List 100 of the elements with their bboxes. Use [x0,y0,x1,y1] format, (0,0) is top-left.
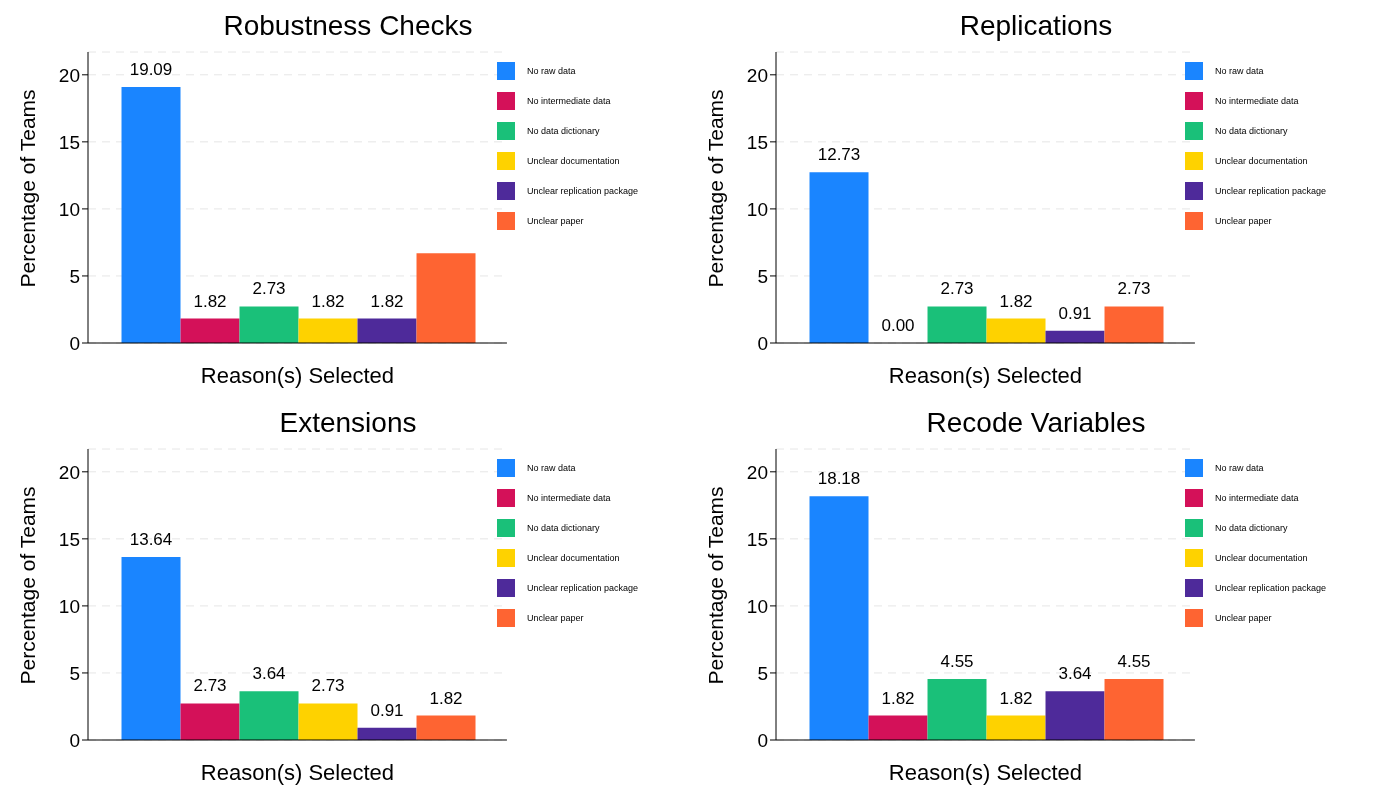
data-label: 0.00 [881,315,915,335]
legend-label: No raw data [1214,66,1264,76]
bar [1045,330,1105,343]
data-label: 1.82 [429,688,463,708]
data-label: 3.64 [252,664,286,684]
y-tick-label: 5 [69,265,80,287]
bar [239,691,299,740]
legend-label: No raw data [526,463,576,473]
data-label: 2.73 [311,676,345,696]
y-tick-label: 5 [69,662,80,684]
y-tick-label: 15 [746,528,768,550]
bar [357,727,417,740]
bar [1045,691,1105,740]
legend-label: Unclear documentation [1214,553,1308,563]
data-label: 19.09 [129,60,173,79]
y-tick-label: 15 [58,528,80,550]
data-label: 18.18 [817,469,861,489]
data-label: 0.91 [1058,303,1092,323]
bar [809,496,869,740]
data-label: 13.64 [129,530,173,550]
legend-label: Unclear replication package [1214,186,1326,196]
legend-label: Unclear documentation [526,553,620,563]
chart-title: Recode Variables [925,406,1147,440]
bar [986,715,1046,740]
y-axis-title: Percentage of Teams [704,89,728,288]
legend-label: No raw data [526,66,576,76]
data-label: 3.64 [1058,664,1092,684]
legend-label: No data dictionary [1214,126,1288,136]
legend-label: Unclear paper [1214,216,1272,226]
y-tick-label: 10 [746,595,768,617]
bar [927,306,987,343]
legend-label: No data dictionary [526,523,600,533]
y-tick-label: 10 [746,198,768,220]
data-label: 2.73 [193,676,227,696]
bar [868,715,928,740]
legend-label: Unclear paper [526,613,584,623]
y-tick-label: 0 [757,332,768,354]
bar [416,253,476,343]
y-axis-title: Percentage of Teams [704,486,728,685]
bar [1104,678,1164,740]
bar [180,703,240,740]
bar [357,318,417,343]
y-tick-label: 0 [69,332,80,354]
y-tick-label: 5 [757,662,768,684]
legend-label: Unclear replication package [526,186,638,196]
y-tick-label: 10 [58,198,80,220]
legend-label: No data dictionary [1214,523,1288,533]
bar [121,557,181,740]
legend-label: No intermediate data [526,96,611,106]
y-tick-label: 0 [757,729,768,751]
data-label: 4.55 [940,651,974,671]
legend-label: No intermediate data [1214,96,1299,106]
bar [1104,306,1164,343]
bar [986,318,1046,343]
y-tick-label: 20 [746,64,768,86]
legend-label: Unclear paper [1214,613,1272,623]
x-axis-title: Reason(s) Selected [888,760,1083,785]
y-axis-title: Percentage of Teams [16,486,40,685]
y-tick-label: 10 [58,595,80,617]
y-tick-label: 15 [58,131,80,153]
x-axis-title: Reason(s) Selected [200,363,395,388]
legend-label: No intermediate data [526,493,611,503]
bar [239,306,299,343]
y-tick-label: 20 [58,64,80,86]
legend-label: Unclear documentation [526,156,620,166]
legend-label: Unclear replication package [1214,583,1326,593]
bar [927,678,987,740]
data-label: 1.82 [311,291,345,311]
legend-label: Unclear documentation [1214,156,1308,166]
y-axis-title: Percentage of Teams [16,89,40,288]
data-label: 1.82 [881,688,915,708]
y-tick-label: 15 [746,131,768,153]
bar [121,87,181,343]
y-tick-label: 5 [757,265,768,287]
legend-label: Unclear replication package [526,583,638,593]
data-label: 1.82 [193,291,227,311]
x-axis-title: Reason(s) Selected [200,760,395,785]
x-axis-title: Reason(s) Selected [888,363,1083,388]
legend-label: No raw data [1214,463,1264,473]
data-label: 2.73 [252,279,286,299]
legend-label: Unclear paper [526,216,584,226]
data-label: 2.73 [940,279,974,299]
y-tick-label: 20 [746,461,768,483]
data-label: 12.73 [817,145,861,165]
y-tick-label: 0 [69,729,80,751]
data-label: 0.91 [370,700,404,720]
data-label: 1.82 [999,291,1033,311]
data-label: 2.73 [1117,279,1151,299]
bar [298,703,358,740]
chart-title: Replications [958,9,1114,43]
data-label: 4.55 [1117,651,1151,671]
chart-title: Extensions [278,406,418,440]
bar [180,318,240,343]
bar [809,172,869,343]
legend-label: No intermediate data [1214,493,1299,503]
bar [298,318,358,343]
data-label: 1.82 [999,688,1033,708]
y-tick-label: 20 [58,461,80,483]
chart-title: Robustness Checks [222,9,474,43]
legend-label: No data dictionary [526,126,600,136]
